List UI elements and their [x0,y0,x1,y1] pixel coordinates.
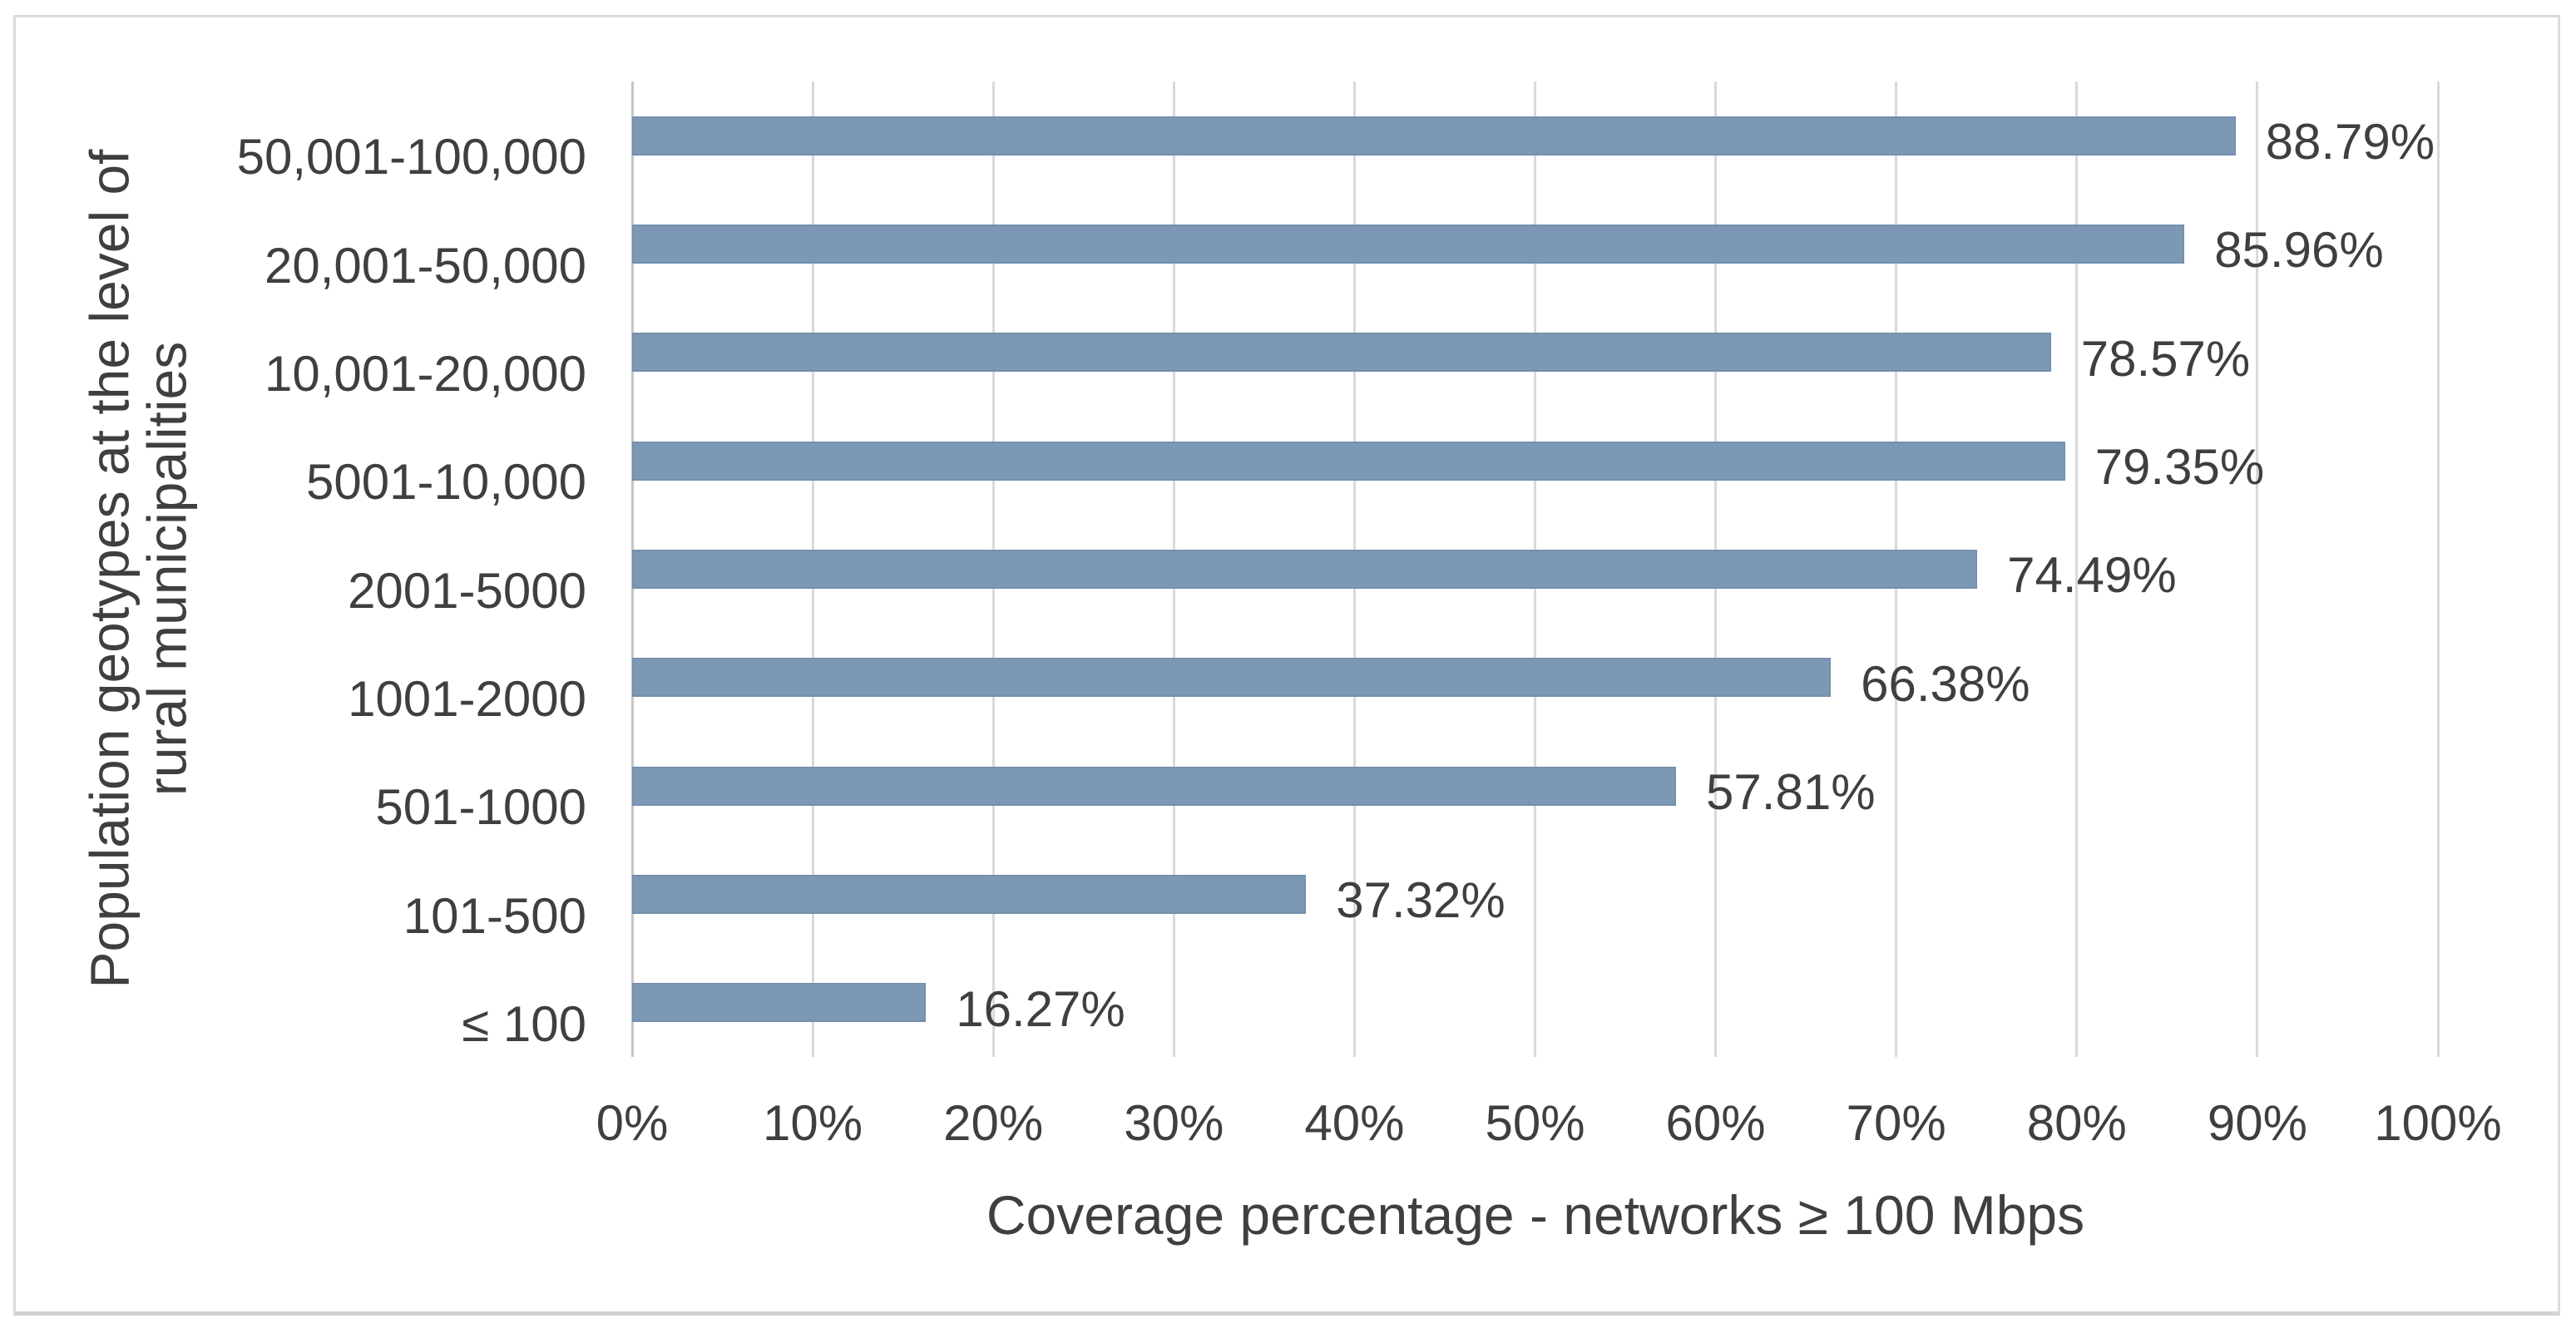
category-label: 5001-10,000 [306,454,586,511]
tick-label: 100% [2374,1095,2502,1151]
value-label: 78.57% [2080,330,2251,387]
category-label: 20,001-50,000 [264,237,586,294]
bar [632,224,2185,264]
gridline [2075,81,2079,1057]
value-label: 66.38% [1861,655,2030,712]
category-label: 1001-2000 [348,670,586,727]
bar [632,983,927,1023]
tick-label: 30% [1124,1095,1224,1151]
tick-label: 80% [2026,1095,2127,1151]
tick-label: 0% [596,1095,669,1151]
category-label: 101-500 [403,887,586,944]
bar [632,441,2065,481]
bar-row: 88.79% [632,81,2438,190]
category-label: 2001-5000 [348,562,586,619]
tick-label: 70% [1846,1095,1946,1151]
tick-label: 40% [1304,1095,1405,1151]
value-label: 16.27% [956,980,1125,1037]
bar [632,116,2236,156]
value-label: 79.35% [2094,439,2265,496]
bar-row: 16.27% [632,949,2438,1057]
tick-label: 20% [943,1095,1044,1151]
bar-row: 66.38% [632,624,2438,732]
category-label: 501-1000 [375,779,586,836]
value-label: 85.96% [2214,222,2384,279]
value-label: 74.49% [2007,547,2177,604]
bar-row: 78.57% [632,299,2438,407]
gridline [2436,81,2440,1057]
bar [632,874,1307,914]
bar [632,333,2051,373]
bar-row: 85.96% [632,190,2438,298]
value-label: 37.32% [1336,872,1506,929]
bar [632,766,1677,806]
bar-row: 37.32% [632,840,2438,948]
tick-label: 90% [2207,1095,2307,1151]
plot-area: 88.79% 85.96% 78.57% 79.35% 74.49% 66.38% 57.8… [630,81,2440,1057]
x-axis-title: Coverage percentage - networks ≥ 100 Mbp… [986,1184,2085,1246]
tick-label: 50% [1485,1095,1585,1151]
tick-label: 10% [763,1095,863,1151]
category-label: ≤ 100 [462,995,586,1052]
bar-row: 57.81% [632,732,2438,840]
category-label: 10,001-20,000 [264,345,586,402]
value-label: 88.79% [2265,114,2435,170]
bar [632,658,1832,698]
tick-label: 60% [1665,1095,1766,1151]
chart-frame: Population geotypes at the level of rura… [13,15,2560,1316]
bar-row: 79.35% [632,407,2438,515]
gridline [2256,81,2259,1057]
bar-row: 74.49% [632,515,2438,623]
bar [632,549,1978,589]
value-label: 57.81% [1706,764,1876,821]
category-label: 50,001-100,000 [236,129,586,185]
